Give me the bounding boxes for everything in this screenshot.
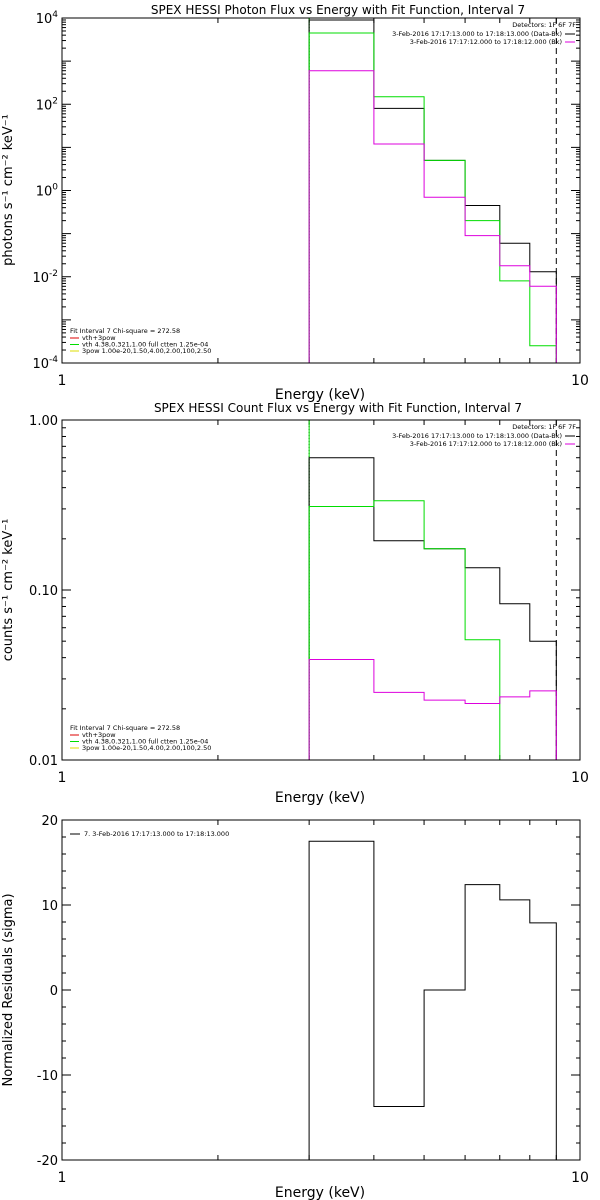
count-fit-entry: vth+3pow xyxy=(82,731,116,739)
count-y-tick-label: 1.00 xyxy=(29,414,58,429)
photon-xlabel: Energy (keV) xyxy=(275,387,365,403)
photon-x-tick-label: 10 xyxy=(571,373,589,389)
count-fit-entry: 3pow 1.00e-20,1.50,4.00,2.00,100,2.50 xyxy=(82,744,211,752)
resid-y-tick-label: -20 xyxy=(37,1154,58,1169)
count-panel: SPEX HESSI Count Flux vs Energy with Fit… xyxy=(1,401,589,806)
photon-fit-header: Fit Interval 7 Chi-square = 272.58 xyxy=(70,327,180,335)
photon-fit-entry: vth 4.38,0.321,1.00 full ctten 1.25e-04 xyxy=(82,341,208,349)
count-fit-entry: vth 4.38,0.321,1.00 full ctten 1.25e-04 xyxy=(82,738,208,746)
photon-series-2 xyxy=(308,70,557,363)
count-legend-entry: 3-Feb-2016 17:17:12.000 to 17:18:12.000 … xyxy=(410,440,562,448)
count-y-tick-label: 0.10 xyxy=(29,584,58,599)
resid-plot: 1 10 -20 -10 0 10 20 7. 3-Feb-2016 17:17:13.000… xyxy=(37,814,589,1186)
photon-panel: SPEX HESSI Photon Flux vs Energy with Fi… xyxy=(1,3,589,403)
photon-y-tick-label: 104 xyxy=(36,10,59,27)
photon-y-tick-label: 100 xyxy=(36,183,59,200)
resid-x-tick-label: 10 xyxy=(571,1170,589,1186)
photon-fit-entry: 3pow 1.00e-20,1.50,4.00,2.00,100,2.50 xyxy=(82,347,211,355)
photon-title: SPEX HESSI Photon Flux vs Energy with Fi… xyxy=(151,3,525,17)
count-title: SPEX HESSI Count Flux vs Energy with Fit… xyxy=(154,401,522,415)
resid-axes-frame xyxy=(61,819,581,1161)
resid-ylabel: Normalized Residuals (sigma) xyxy=(1,893,16,1086)
photon-y-tick-label: 10-4 xyxy=(32,355,58,372)
count-x-tick-label: 1 xyxy=(58,770,67,786)
resid-legend-entry: 7. 3-Feb-2016 17:17:13.000 to 17:18:13.0… xyxy=(84,830,229,838)
resid-y-tick-label: 20 xyxy=(41,814,58,829)
photon-legend-entry: 3-Feb-2016 17:17:12.000 to 17:18:12.000 … xyxy=(410,38,562,46)
resid-xlabel: Energy (keV) xyxy=(275,1185,365,1200)
count-legend-entry: 3-Feb-2016 17:17:13.000 to 17:18:13.000 … xyxy=(392,432,562,440)
photon-series-1 xyxy=(308,32,557,363)
count-legend-header: Detectors: 1F 6F 7F xyxy=(512,423,576,431)
photon-axes-frame xyxy=(61,17,581,364)
photon-y-tick-label: 10-2 xyxy=(32,269,58,286)
count-series-2 xyxy=(308,659,557,760)
photon-legend-header: Detectors: 1F 6F 7F xyxy=(512,21,576,29)
resid-y-tick-label: 10 xyxy=(41,899,58,914)
resid-y-tick-label: -10 xyxy=(37,1069,58,1084)
photon-y-tick-label: 102 xyxy=(36,96,58,113)
count-ylabel: counts s⁻¹ cm⁻² keV⁻¹ xyxy=(1,519,16,662)
resid-y-tick-label: 0 xyxy=(50,984,58,999)
resid-panel: Energy (keV) Normalized Residuals (sigma… xyxy=(1,814,589,1200)
count-axes-frame xyxy=(61,419,581,761)
count-fit-header: Fit Interval 7 Chi-square = 272.58 xyxy=(70,724,180,732)
photon-legend-entry: 3-Feb-2016 17:17:13.000 to 17:18:13.000 … xyxy=(392,30,562,38)
resid-x-tick-label: 1 xyxy=(58,1170,67,1186)
photon-fit-entry: vth+3pow xyxy=(82,334,116,342)
count-y-tick-label: 0.01 xyxy=(29,754,58,769)
count-xlabel: Energy (keV) xyxy=(275,790,365,806)
resid-series-0 xyxy=(308,840,557,1160)
photon-ylabel: photons s⁻¹ cm⁻² keV⁻¹ xyxy=(1,114,16,266)
count-x-tick-label: 10 xyxy=(571,770,589,786)
photon-x-tick-label: 1 xyxy=(58,373,67,389)
